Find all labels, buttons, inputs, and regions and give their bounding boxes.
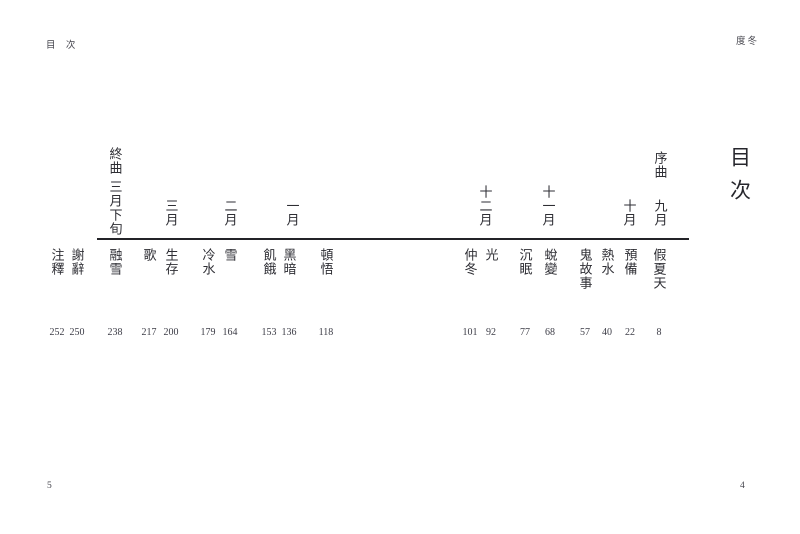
toc-entry-page: 252 <box>49 327 65 338</box>
toc-entry-page: 164 <box>222 327 238 338</box>
toc-entry-title: 冷水 <box>200 248 216 276</box>
toc-entry-title: 仲冬 <box>462 248 478 276</box>
section-prefix-prelude: 序曲 <box>652 151 668 179</box>
toc-entry-title: 謝辭 <box>69 248 85 276</box>
toc-entry-page: 250 <box>69 327 85 338</box>
toc-entry-page: 238 <box>107 327 123 338</box>
toc-entry-title: 歌 <box>141 248 157 262</box>
toc-entry-page: 22 <box>625 327 635 338</box>
toc-entry-title: 沉眠 <box>517 248 533 276</box>
toc-entry-title: 鬼故事 <box>577 248 593 290</box>
toc-entry-page: 77 <box>520 327 530 338</box>
toc-entry-title: 注釋 <box>49 248 65 276</box>
page-title: 目次 <box>727 146 752 212</box>
toc-entry-title: 預備 <box>622 248 638 276</box>
toc-entry-title: 黑暗 <box>281 248 297 276</box>
section-month-december: 十二月 <box>477 185 493 227</box>
section-month-september: 九月 <box>652 199 668 227</box>
section-prefix-finale: 終曲 <box>107 147 123 175</box>
toc-entry-title: 融雪 <box>107 248 123 276</box>
toc-entry-page: 153 <box>261 327 277 338</box>
toc-entry-page: 57 <box>580 327 590 338</box>
running-header-left: 目 次 <box>46 41 80 51</box>
toc-entry-title: 蛻變 <box>542 248 558 276</box>
toc-entry-page: 101 <box>462 327 478 338</box>
folio-left: 5 <box>47 481 52 491</box>
toc-entry-page: 40 <box>602 327 612 338</box>
toc-entry-title: 光 <box>483 248 499 262</box>
toc-entry-page: 92 <box>486 327 496 338</box>
toc-entry-title: 熱水 <box>599 248 615 276</box>
toc-entry-page: 68 <box>545 327 555 338</box>
section-month-january: 一月 <box>284 199 300 227</box>
toc-entry-page: 179 <box>200 327 216 338</box>
section-month-october: 十月 <box>621 199 637 227</box>
section-divider <box>97 238 689 240</box>
toc-entry-page: 200 <box>163 327 179 338</box>
section-month-november: 十一月 <box>540 185 556 227</box>
section-month-late-march: 三月下旬 <box>107 180 123 236</box>
toc-entry-title: 生存 <box>163 248 179 276</box>
toc-entry-title: 雪 <box>222 248 238 262</box>
toc-entry-title: 飢餓 <box>261 248 277 276</box>
folio-right: 4 <box>740 481 745 491</box>
toc-entry-title: 假夏天 <box>651 248 667 290</box>
toc-entry-page: 217 <box>141 327 157 338</box>
toc-entry-title: 頓悟 <box>318 248 334 276</box>
section-month-february: 二月 <box>222 199 238 227</box>
toc-entry-page: 118 <box>318 327 334 338</box>
toc-entry-page: 8 <box>656 327 662 338</box>
toc-entry-page: 136 <box>281 327 297 338</box>
section-month-march: 三月 <box>163 199 179 227</box>
running-header-right: 度冬 <box>736 37 760 47</box>
